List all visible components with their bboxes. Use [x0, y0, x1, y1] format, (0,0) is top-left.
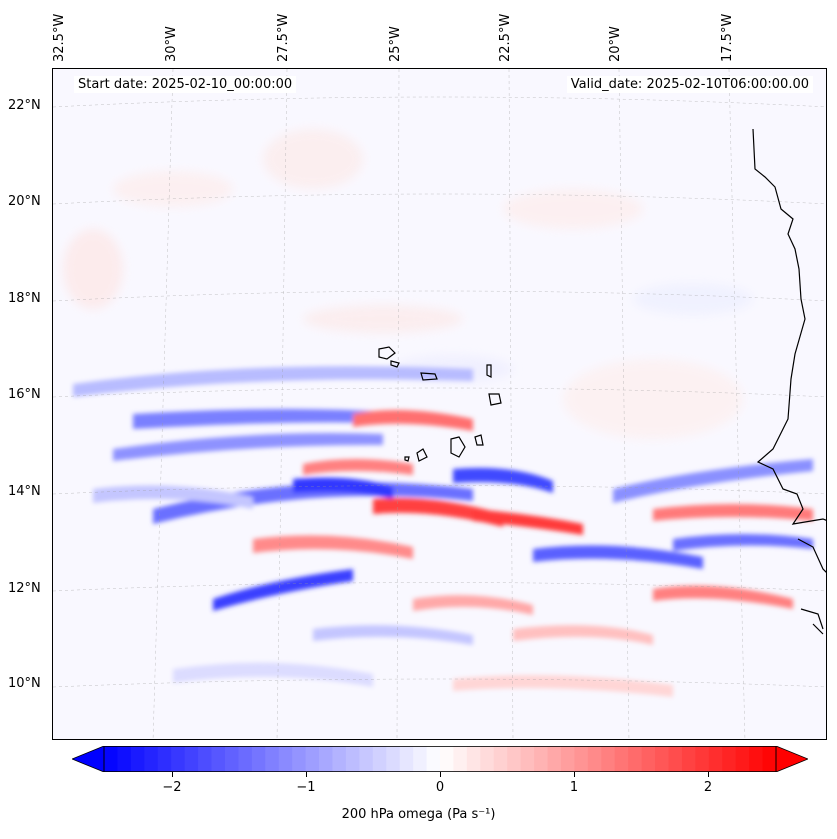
coast-south: [797, 538, 826, 635]
colorbar-segment: [198, 746, 213, 772]
omega-field-map: [53, 69, 826, 739]
colorbar-segment: [265, 746, 280, 772]
colorbar-segment: [520, 746, 535, 772]
colorbar-segment: [399, 746, 414, 772]
colorbar-segment: [655, 746, 669, 772]
lat-label-12n: 12°N: [8, 581, 41, 596]
lat-label-22n: 22°N: [8, 98, 41, 113]
colorbar-segment: [359, 746, 374, 772]
colorbar-segment: [130, 746, 145, 772]
colorbar-segment: [762, 746, 777, 772]
lon-label-30w: 30°W: [164, 26, 179, 62]
colorbar-low-extend: [72, 746, 105, 772]
colorbar-segment: [507, 746, 522, 772]
colorbar-segment: [238, 746, 253, 772]
african-coastline: [752, 128, 826, 525]
colorbar-segment: [695, 746, 710, 772]
colorbar-segment: [251, 746, 266, 772]
colorbar-segment: [144, 746, 159, 772]
tropical-wave-band: [73, 366, 813, 697]
lon-label-22-5w: 22.5°W: [498, 13, 513, 62]
colorbar-segment: [628, 746, 643, 772]
colorbar-segment: [372, 746, 387, 772]
graticule: [53, 69, 826, 739]
lat-label-16n: 16°N: [8, 387, 41, 402]
colorbar-segment: [708, 746, 723, 772]
colorbar-outline: [103, 746, 777, 772]
colorbar-segment: [614, 746, 629, 772]
lon-label-32-5w: 32.5°W: [52, 13, 67, 62]
colorbar-segment: [493, 746, 508, 772]
colorbar-segment: [440, 746, 454, 772]
colorbar-segment: [601, 746, 616, 772]
colorbar-segment: [278, 746, 293, 772]
colorbar-segment: [668, 746, 683, 772]
colorbar-segment: [574, 746, 589, 772]
lat-label-14n: 14°N: [8, 484, 41, 499]
colorbar-tickmark-0: [440, 772, 441, 777]
colorbar-segments: [104, 746, 777, 772]
colorbar-high-extend: [775, 746, 808, 772]
colorbar-segment: [211, 746, 226, 772]
colorbar-tickmark-1: [574, 772, 575, 777]
colorbar-segment: [587, 746, 602, 772]
colorbar-segment: [735, 746, 750, 772]
lon-label-17-5w: 17.5°W: [720, 13, 735, 62]
colorbar-segment: [171, 746, 186, 772]
lon-label-25w: 25°W: [388, 26, 403, 62]
map-panel: [52, 68, 827, 740]
colorbar-tick-0: 0: [435, 780, 445, 795]
northern-weak-field: [63, 129, 753, 439]
lat-label-20n: 20°N: [8, 194, 41, 209]
start-date-label: Start date: 2025-02-10_00:00:00: [74, 76, 297, 93]
colorbar-segment: [480, 746, 495, 772]
colorbar-label: 200 hPa omega (Pa s⁻¹): [341, 807, 496, 822]
colorbar-segment: [184, 746, 199, 772]
lat-label-10n: 10°N: [8, 676, 41, 691]
lon-label-20w: 20°W: [608, 26, 623, 62]
colorbar-segment: [534, 746, 549, 772]
colorbar-segment: [305, 746, 320, 772]
colorbar-tickmark-neg1: [306, 772, 307, 777]
colorbar-tickmark-2: [708, 772, 709, 777]
colorbar-segment: [345, 746, 360, 772]
colorbar: [72, 746, 808, 772]
colorbar-segment: [681, 746, 696, 772]
colorbar-segment: [332, 746, 347, 772]
lon-label-27-5w: 27.5°W: [276, 13, 291, 62]
colorbar-segment: [386, 746, 401, 772]
colorbar-segment: [749, 746, 764, 772]
colorbar-tick-neg2: −2: [162, 780, 182, 795]
colorbar-segment: [560, 746, 575, 772]
colorbar-tick-neg1: −1: [296, 780, 316, 795]
colorbar-segment: [117, 746, 132, 772]
colorbar-segment: [413, 746, 428, 772]
cape-verde-islands: [378, 346, 502, 462]
colorbar-segment: [722, 746, 737, 772]
colorbar-tick-1: 1: [569, 780, 579, 795]
colorbar-tickmark-neg2: [172, 772, 173, 777]
colorbar-segment: [224, 746, 239, 772]
colorbar-segment: [157, 746, 172, 772]
colorbar-segment: [104, 746, 118, 772]
colorbar-segment: [453, 746, 468, 772]
colorbar-tick-2: 2: [703, 780, 713, 795]
colorbar-segment: [641, 746, 656, 772]
lat-label-18n: 18°N: [8, 291, 41, 306]
colorbar-segment: [466, 746, 481, 772]
valid-date-label: Valid_date: 2025-02-10T06:00:00.00: [566, 76, 813, 93]
colorbar-segment: [292, 746, 307, 772]
colorbar-segment: [319, 746, 333, 772]
colorbar-segment: [426, 746, 441, 772]
colorbar-segment: [547, 746, 562, 772]
